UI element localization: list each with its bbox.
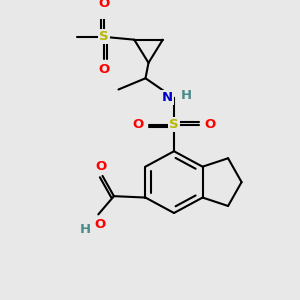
Text: O: O [94,218,105,231]
Text: H: H [180,89,192,102]
Text: O: O [99,64,110,76]
Text: O: O [132,118,144,131]
Text: S: S [169,118,179,131]
Text: O: O [99,0,110,10]
Text: S: S [99,30,109,44]
Text: N: N [162,92,173,104]
Text: O: O [95,160,106,172]
Text: O: O [204,118,216,131]
Text: H: H [80,223,91,236]
